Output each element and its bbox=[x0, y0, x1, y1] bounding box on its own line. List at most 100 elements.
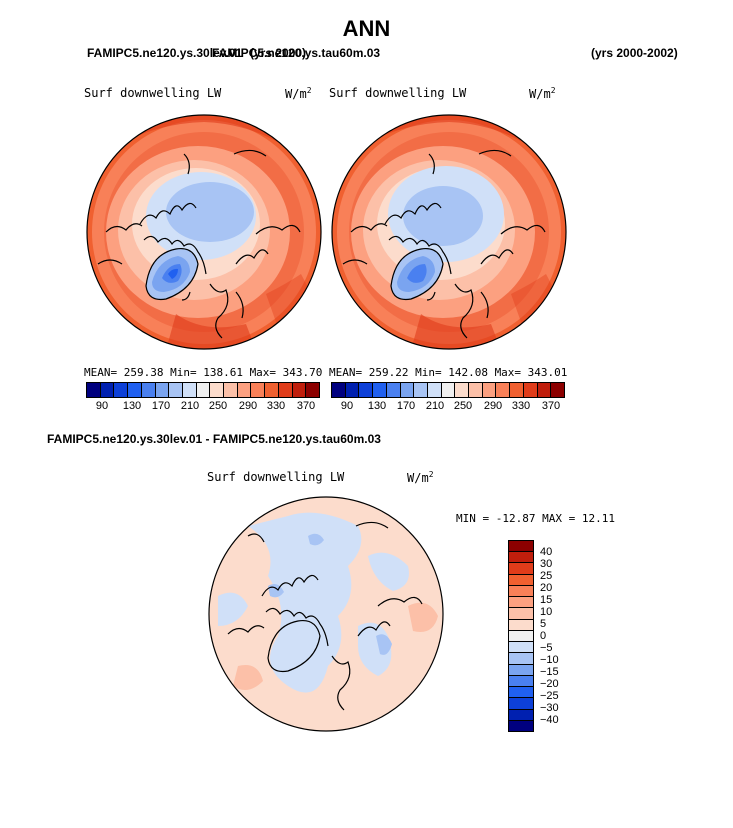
diff-units: W/m2 bbox=[407, 470, 434, 485]
diff-colorbar-tick: 0 bbox=[540, 630, 547, 642]
diff-colorbar-swatch bbox=[509, 585, 533, 598]
colorbar-swatch bbox=[141, 383, 156, 397]
diff-colorbar-tick: −5 bbox=[540, 642, 553, 654]
colorbar-swatch bbox=[332, 383, 346, 397]
diff-colorbar-tick: −10 bbox=[540, 654, 559, 666]
colorbar-tick: 90 bbox=[95, 400, 109, 412]
colorbar-swatch bbox=[100, 383, 115, 397]
colorbar-tick: 170 bbox=[396, 400, 416, 412]
diff-minmax: MIN = -12.87 MAX = 12.11 bbox=[456, 512, 615, 525]
diff-colorbar-swatch bbox=[509, 574, 533, 586]
diff-colorbar-tick: 25 bbox=[540, 570, 553, 582]
polar-map-right bbox=[331, 114, 567, 350]
diff-colorbar-swatch bbox=[509, 664, 533, 676]
colorbar-swatch bbox=[414, 383, 428, 397]
colorbar-swatch bbox=[400, 383, 415, 397]
colorbar-swatch bbox=[386, 383, 401, 397]
colorbar-swatch bbox=[455, 383, 470, 397]
colorbar-swatch bbox=[292, 383, 307, 397]
run-name-left: FAMIPC5.ne120.ys.30lev.01 bbox=[87, 46, 243, 60]
diff-label: Surf downwelling LW bbox=[207, 470, 345, 484]
colorbar-swatch bbox=[441, 383, 456, 397]
colorbar-tick: 370 bbox=[541, 400, 561, 412]
colorbar-right bbox=[331, 382, 565, 398]
colorbar-tick: 250 bbox=[208, 400, 228, 412]
colorbar-right-ticks: 90 130 170 210 250 290 330 370 bbox=[331, 400, 563, 414]
colorbar-tick: 330 bbox=[511, 400, 531, 412]
colorbar-swatch bbox=[345, 383, 360, 397]
colorbar-swatch bbox=[210, 383, 225, 397]
polar-map-diff bbox=[208, 496, 444, 732]
diff-header: FAMIPC5.ne120.ys.30lev.01 - FAMIPC5.ne12… bbox=[47, 432, 381, 446]
diff-colorbar-tick: 20 bbox=[540, 582, 553, 594]
diff-colorbar-swatch bbox=[509, 709, 533, 721]
colorbar-swatch bbox=[169, 383, 183, 397]
colorbar-left-ticks: 90 130 170 210 250 290 330 370 bbox=[86, 400, 318, 414]
diff-colorbar-tick: −20 bbox=[540, 678, 559, 690]
colorbar-tick: 290 bbox=[483, 400, 503, 412]
colorbar-tick: 90 bbox=[340, 400, 354, 412]
diff-colorbar-swatch bbox=[509, 675, 533, 688]
diff-colorbar-tick: −15 bbox=[540, 666, 559, 678]
diff-colorbar-tick: 40 bbox=[540, 546, 553, 558]
diff-colorbar-tick: 10 bbox=[540, 606, 553, 618]
diff-colorbar-ticks: 40 30 25 20 15 10 5 0 −5 −10 −15 −20 −25… bbox=[540, 540, 580, 730]
diff-colorbar-tick: 15 bbox=[540, 594, 553, 606]
coastlines-diff bbox=[227, 521, 423, 711]
panel-left-label: Surf downwelling LW bbox=[84, 86, 222, 100]
diff-colorbar-tick: 5 bbox=[540, 618, 547, 630]
colorbar-left bbox=[86, 382, 320, 398]
panel-right-label: Surf downwelling LW bbox=[329, 86, 467, 100]
colorbar-tick: 290 bbox=[238, 400, 258, 412]
panel-right-stats: MEAN= 259.22 Min= 142.08 Max= 343.01 bbox=[329, 366, 568, 379]
cool-anomaly-region bbox=[248, 512, 362, 693]
figure-title: ANN bbox=[342, 16, 391, 41]
diff-colorbar-swatch bbox=[509, 653, 533, 665]
colorbar-swatch bbox=[359, 383, 374, 397]
colorbar-swatch bbox=[128, 383, 142, 397]
colorbar-tick: 330 bbox=[266, 400, 286, 412]
colorbar-tick: 370 bbox=[296, 400, 316, 412]
colorbar-tick: 130 bbox=[367, 400, 387, 412]
diff-colorbar-swatch bbox=[509, 698, 533, 710]
colorbar-swatch bbox=[237, 383, 252, 397]
diff-colorbar bbox=[508, 540, 534, 732]
colorbar-tick: 210 bbox=[180, 400, 200, 412]
diff-colorbar-swatch bbox=[509, 630, 533, 643]
colorbar-swatch bbox=[224, 383, 238, 397]
diff-colorbar-swatch bbox=[509, 720, 533, 731]
diff-colorbar-swatch bbox=[509, 687, 533, 699]
colorbar-swatch bbox=[251, 383, 266, 397]
colorbar-tick: 170 bbox=[151, 400, 171, 412]
diff-colorbar-tick: −25 bbox=[540, 690, 559, 702]
coastlines-right bbox=[342, 149, 546, 339]
colorbar-swatch bbox=[155, 383, 170, 397]
panel-left-stats: MEAN= 259.38 Min= 138.61 Max= 343.70 bbox=[84, 366, 323, 379]
colorbar-swatch bbox=[551, 383, 564, 397]
polar-map-left bbox=[86, 114, 322, 350]
colorbar-swatch bbox=[510, 383, 524, 397]
colorbar-swatch bbox=[469, 383, 483, 397]
colorbar-swatch bbox=[427, 383, 442, 397]
colorbar-tick: 210 bbox=[425, 400, 445, 412]
colorbar-swatch bbox=[278, 383, 293, 397]
run-name-right: FAMIPC5.ne120.ys.tau60m.03 bbox=[212, 46, 381, 60]
colorbar-tick: 250 bbox=[453, 400, 473, 412]
colorbar-swatch bbox=[87, 383, 101, 397]
colorbar-swatch bbox=[537, 383, 552, 397]
diff-colorbar-tick: −30 bbox=[540, 702, 559, 714]
diff-colorbar-tick: 30 bbox=[540, 558, 553, 570]
colorbar-tick: 130 bbox=[122, 400, 142, 412]
diff-colorbar-swatch bbox=[509, 642, 533, 654]
colorbar-swatch bbox=[373, 383, 387, 397]
diff-colorbar-swatch bbox=[509, 552, 533, 564]
years-overlap: (yrs 2000) bbox=[250, 46, 307, 60]
panel-left-units: W/m2 bbox=[285, 86, 312, 101]
colorbar-swatch bbox=[182, 383, 197, 397]
colorbar-swatch bbox=[265, 383, 279, 397]
diff-colorbar-swatch bbox=[509, 619, 533, 631]
colorbar-swatch bbox=[496, 383, 511, 397]
diff-colorbar-swatch bbox=[509, 608, 533, 620]
years-range: (yrs 2000-2002) bbox=[591, 46, 678, 60]
colorbar-swatch bbox=[196, 383, 211, 397]
